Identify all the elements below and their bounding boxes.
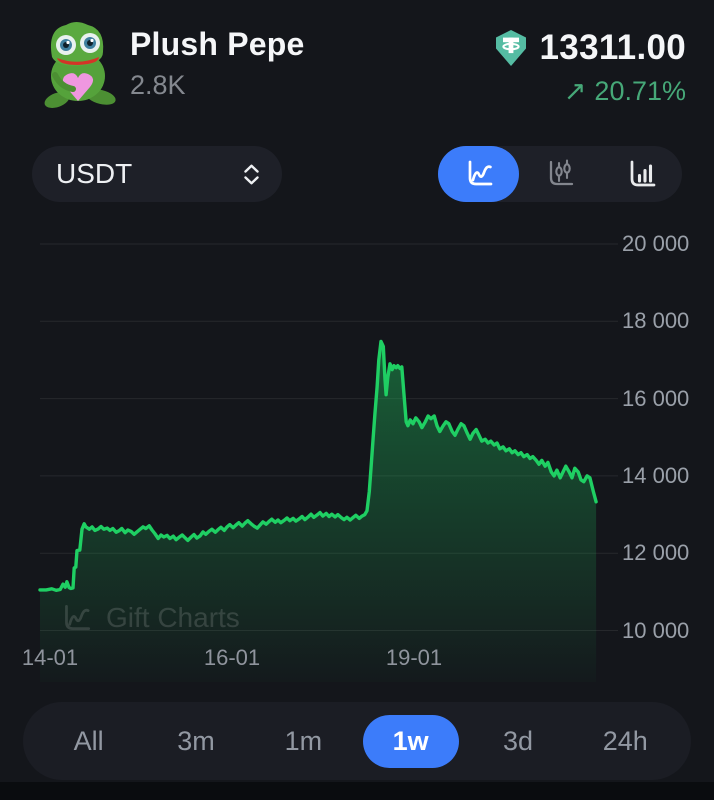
price-chart[interactable] bbox=[0, 230, 714, 682]
currency-select[interactable]: USDT bbox=[32, 146, 282, 202]
y-axis-tick: 14 000 bbox=[622, 462, 690, 488]
bar-chart-icon bbox=[630, 160, 656, 187]
trend-up-arrow-icon: ↗ bbox=[563, 76, 587, 106]
y-axis-tick: 20 000 bbox=[622, 231, 690, 256]
page-title: Plush Pepe bbox=[130, 26, 305, 62]
chart-price-line bbox=[38, 339, 598, 592]
line-chart-type-button[interactable] bbox=[438, 146, 520, 202]
current-price-row: 13311.00 bbox=[494, 28, 686, 68]
x-axis-tick: 16-01 bbox=[203, 645, 261, 670]
current-price: 13311.00 bbox=[539, 28, 686, 67]
y-axis-tick: 16 000 bbox=[622, 385, 690, 411]
line-chart-icon bbox=[468, 160, 493, 186]
price-change-percent: 20.71% bbox=[594, 76, 686, 106]
gift-charts-watermark: Gift Charts bbox=[58, 600, 240, 636]
tether-icon bbox=[495, 30, 526, 66]
y-axis-tick: 10 000 bbox=[622, 617, 690, 643]
range-1m-button[interactable]: 1m bbox=[250, 702, 357, 780]
price-change: ↗ 20.71% bbox=[564, 76, 686, 107]
candlestick-chart-type-button[interactable] bbox=[519, 146, 600, 202]
footer-strip bbox=[0, 782, 714, 800]
watermark-line-chart-icon bbox=[65, 604, 91, 630]
range-3m-button[interactable]: 3m bbox=[142, 702, 249, 780]
y-axis-tick: 18 000 bbox=[622, 308, 690, 334]
y-axis-tick: 12 000 bbox=[622, 540, 690, 566]
x-axis-tick: 19-01 bbox=[385, 645, 443, 670]
time-range-selector: All 3m 1m 1w 3d 24h bbox=[23, 702, 691, 780]
bar-chart-type-button[interactable] bbox=[601, 146, 682, 202]
chart-area-fill bbox=[40, 341, 597, 682]
range-all-button[interactable]: All bbox=[35, 702, 142, 780]
watermark-text: Gift Charts bbox=[106, 602, 240, 633]
candlestick-chart-icon bbox=[549, 159, 574, 186]
supply-count: 2.8K bbox=[130, 70, 186, 100]
x-axis-tick: 14-01 bbox=[21, 645, 79, 670]
range-3d-button[interactable]: 3d bbox=[464, 702, 571, 780]
range-1w-button[interactable]: 1w bbox=[357, 702, 464, 780]
currency-value: USDT bbox=[56, 158, 133, 189]
plush-pepe-avatar bbox=[44, 22, 116, 108]
chevron-up-down-icon bbox=[244, 164, 259, 184]
chart-type-toggle bbox=[438, 146, 682, 202]
range-24h-button[interactable]: 24h bbox=[572, 702, 679, 780]
